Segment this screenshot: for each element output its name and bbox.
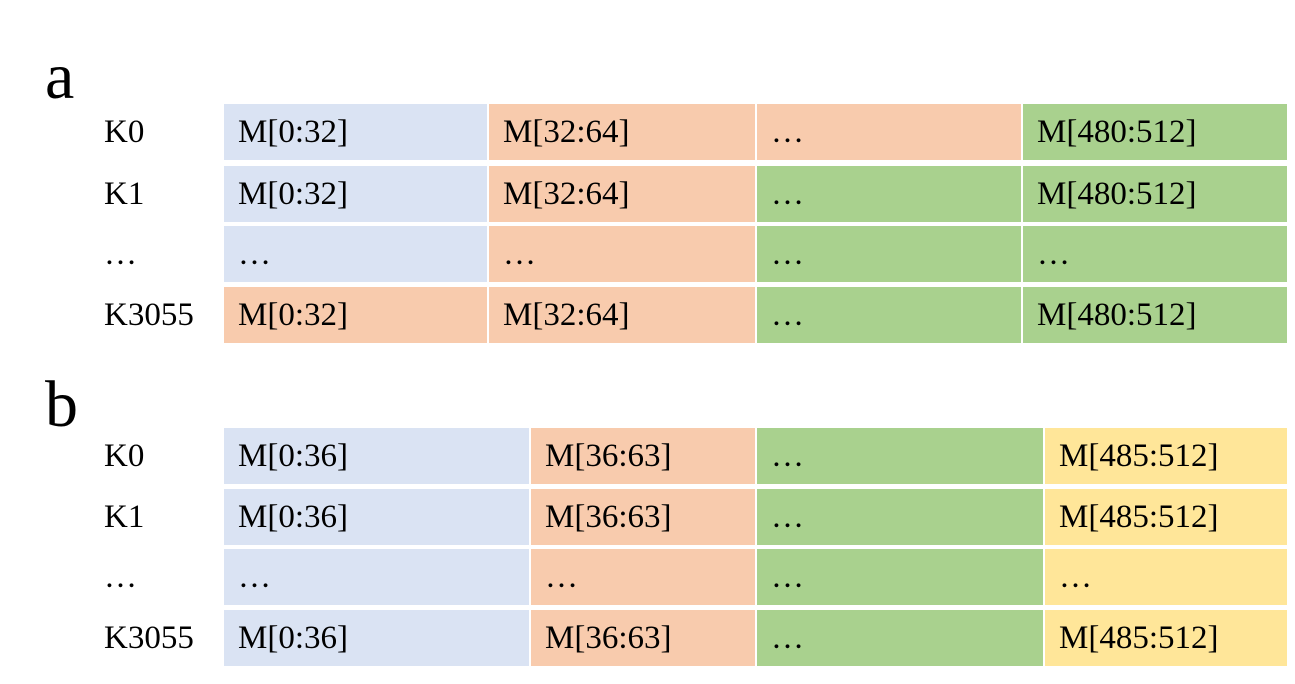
table-cell: … [531, 549, 755, 605]
table-cell: M[480:512] [1023, 166, 1287, 222]
panel-a-letter: a [45, 40, 75, 113]
table-cell: M[485:512] [1045, 610, 1287, 666]
table-cell: M[0:36] [224, 610, 529, 666]
table-cell: … [757, 104, 1021, 160]
table-cell: … [1023, 226, 1287, 282]
table-cell: M[36:63] [531, 610, 755, 666]
table-cell: M[32:64] [489, 104, 755, 160]
table-cell: M[0:36] [224, 489, 529, 545]
table-cell: M[485:512] [1045, 489, 1287, 545]
row-label: … [104, 558, 137, 595]
table-cell: … [757, 226, 1021, 282]
row-label: K3055 [104, 296, 194, 333]
table-cell: … [224, 226, 487, 282]
table-cell: M[480:512] [1023, 287, 1287, 343]
table-cell: … [757, 166, 1021, 222]
table-cell: M[0:32] [224, 166, 487, 222]
row-label: K0 [104, 437, 145, 474]
row-label: K1 [104, 175, 145, 212]
table-cell: M[36:63] [531, 489, 755, 545]
table-cell: … [757, 549, 1043, 605]
table-cell: M[0:32] [224, 287, 487, 343]
table-cell: … [1045, 549, 1287, 605]
table-cell: … [757, 610, 1043, 666]
table-cell: M[480:512] [1023, 104, 1287, 160]
table-cell: … [757, 428, 1043, 484]
row-label: K1 [104, 498, 145, 535]
table-cell: … [757, 489, 1043, 545]
table-cell: M[32:64] [489, 166, 755, 222]
row-label: K3055 [104, 619, 194, 656]
table-cell: … [757, 287, 1021, 343]
panel-b-letter: b [45, 368, 78, 441]
row-label: … [104, 235, 137, 272]
table-cell: … [224, 549, 529, 605]
table-cell: M[36:63] [531, 428, 755, 484]
table-cell: M[0:32] [224, 104, 487, 160]
table-cell: M[0:36] [224, 428, 529, 484]
table-cell: … [489, 226, 755, 282]
table-cell: M[32:64] [489, 287, 755, 343]
row-label: K0 [104, 113, 145, 150]
table-cell: M[485:512] [1045, 428, 1287, 484]
